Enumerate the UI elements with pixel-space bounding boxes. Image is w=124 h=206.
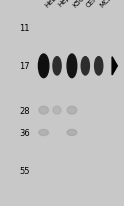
Text: HepG2: HepG2: [57, 0, 78, 8]
Text: 28: 28: [19, 106, 30, 115]
Ellipse shape: [95, 57, 103, 76]
Ellipse shape: [67, 130, 77, 136]
Text: 11: 11: [19, 23, 30, 33]
Text: MCF-1: MCF-1: [99, 0, 118, 8]
Text: 17: 17: [19, 62, 30, 71]
Text: 55: 55: [19, 166, 30, 175]
Ellipse shape: [38, 55, 49, 78]
Text: K562: K562: [72, 0, 89, 8]
Text: 36: 36: [19, 128, 30, 137]
Polygon shape: [112, 57, 117, 76]
Ellipse shape: [39, 130, 48, 136]
Ellipse shape: [39, 107, 48, 115]
Ellipse shape: [53, 107, 61, 115]
Ellipse shape: [53, 57, 61, 76]
Ellipse shape: [67, 107, 77, 115]
Ellipse shape: [81, 57, 89, 76]
Text: HeLa: HeLa: [44, 0, 60, 8]
Ellipse shape: [67, 55, 77, 78]
Text: CEM: CEM: [85, 0, 100, 8]
